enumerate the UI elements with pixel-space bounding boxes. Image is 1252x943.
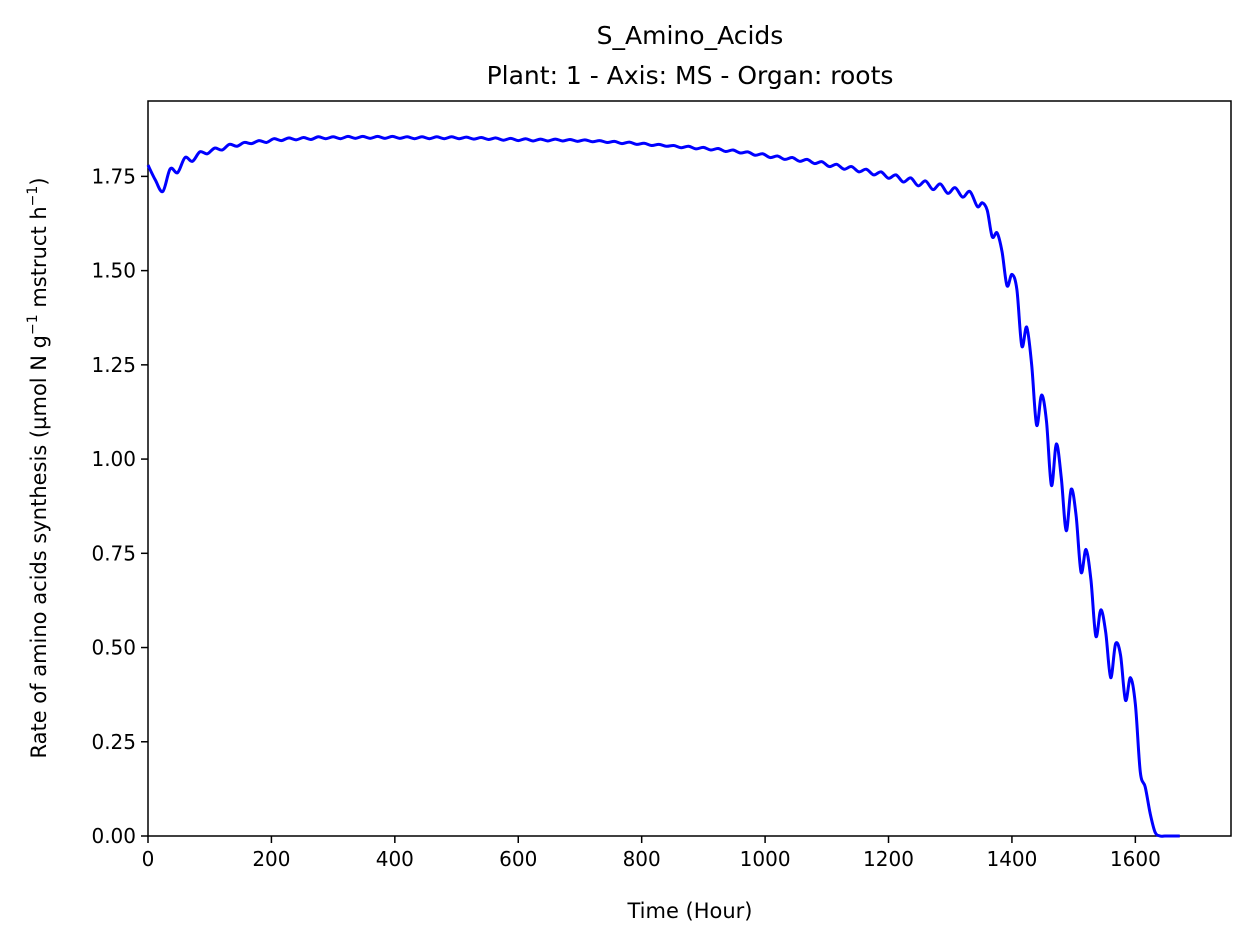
x-tick-label: 800 [623,847,661,871]
y-tick-label: 0.50 [91,636,136,660]
y-axis-label-main: Rate of amino acids synthesis (µmol N g [27,335,51,759]
chart-title: S_Amino_Acids [597,21,784,50]
x-tick-label: 600 [499,847,537,871]
y-axis-label-end: ) [27,177,51,185]
y-tick-label: 0.00 [91,824,136,848]
y-tick-label: 0.25 [91,730,136,754]
x-tick-label: 200 [252,847,290,871]
y-tick-label: 1.50 [91,259,136,283]
y-tick-label: 1.25 [91,353,136,377]
y-axis-label-exponent-2: −1 [25,186,41,207]
chart-subtitle: Plant: 1 - Axis: MS - Organ: roots [487,61,894,90]
y-tick-label: 1.00 [91,447,136,471]
y-tick-label: 1.75 [91,164,136,188]
y-axis-label: Rate of amino acids synthesis (µmol N g−… [25,177,51,758]
x-tick-label: 400 [376,847,414,871]
y-axis-label-middle: mstruct h [27,206,51,314]
x-tick-label: 1600 [1110,847,1161,871]
x-tick-label: 1200 [863,847,914,871]
x-tick-label: 1400 [986,847,1037,871]
x-tick-label: 1000 [740,847,791,871]
x-axis-label: Time (Hour) [626,899,752,923]
x-tick-label: 0 [142,847,155,871]
series-line-s-amino-acids [146,134,1180,838]
y-axis-label-exponent-1: −1 [25,314,41,335]
plot-area-frame [147,100,1232,837]
y-axis-ticks: 0.00 0.25 0.50 0.75 1.00 1.25 1.50 1.75 [91,164,148,848]
series-layer [146,134,1180,838]
y-tick-label: 0.75 [91,541,136,565]
x-axis-ticks: 0 200 400 600 800 1000 1200 1400 1600 [142,836,1161,871]
